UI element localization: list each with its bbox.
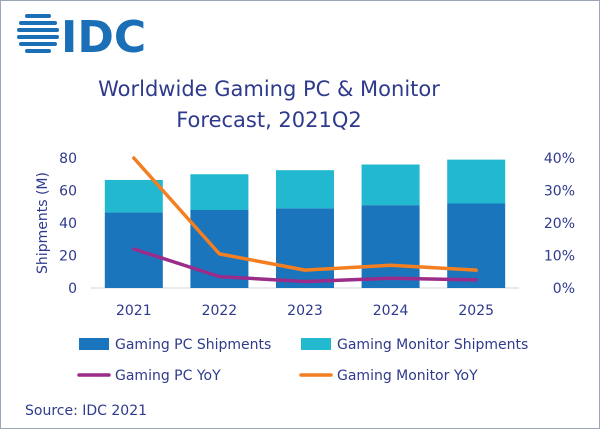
x-tick-label: 2024 (373, 303, 409, 319)
x-tick-label: 2023 (287, 303, 323, 319)
line-pc-yoy (132, 247, 478, 284)
y2-tick-label: 30% (544, 184, 575, 200)
y2-tick-label: 20% (544, 216, 575, 232)
x-tick-label: 2025 (458, 303, 494, 319)
legend-label: Gaming PC Shipments (115, 337, 271, 353)
logo-text: IDC (61, 12, 146, 63)
source-note: Source: IDC 2021 (25, 403, 147, 419)
legend-label: Gaming PC YoY (115, 368, 221, 384)
bar-monitor-shipments-2022 (190, 174, 249, 210)
y-axis-label: Shipments (M) (35, 172, 51, 274)
y-axis-right: 0% 10% 20% 30% 40% (544, 151, 575, 297)
bar-monitor-shipments-2021 (104, 179, 163, 213)
bar-pc-shipments-2025 (447, 203, 506, 288)
y2-tick-label: 10% (544, 249, 575, 265)
bar-monitor-shipments-2025 (447, 159, 506, 204)
chart-title-line-1: Worldwide Gaming PC & Monitor (98, 77, 440, 101)
y-tick-label: 20 (59, 249, 77, 265)
legend: Gaming PC Shipments Gaming Monitor Shipme… (77, 337, 528, 384)
legend-swatch (301, 338, 331, 350)
bar-monitor-shipments-2023 (276, 170, 334, 209)
x-tick-label: 2021 (116, 303, 152, 319)
x-axis: 2021 2022 2023 2024 2025 (116, 303, 494, 319)
line-group (132, 156, 478, 284)
y-axis-left: 0 20 40 60 80 (59, 151, 77, 297)
y-tick-label: 0 (68, 281, 77, 297)
y2-tick-label: 0% (553, 281, 575, 297)
chart-title-line-2: Forecast, 2021Q2 (176, 108, 362, 132)
y-tick-label: 80 (59, 151, 77, 167)
bar-pc-shipments-2023 (276, 208, 334, 288)
line-monitor-yoy (132, 156, 478, 272)
legend-swatch (79, 338, 109, 350)
globe-icon (17, 14, 59, 53)
bar-group (104, 159, 506, 288)
bar-pc-shipments-2024 (361, 205, 420, 288)
x-tick-label: 2022 (202, 303, 238, 319)
y-tick-label: 40 (59, 216, 77, 232)
y-tick-label: 60 (59, 184, 77, 200)
legend-label: Gaming Monitor YoY (337, 368, 478, 384)
y2-tick-label: 40% (544, 151, 575, 167)
idc-logo: IDC (17, 12, 146, 63)
bar-monitor-shipments-2024 (361, 164, 420, 206)
legend-label: Gaming Monitor Shipments (337, 337, 528, 353)
